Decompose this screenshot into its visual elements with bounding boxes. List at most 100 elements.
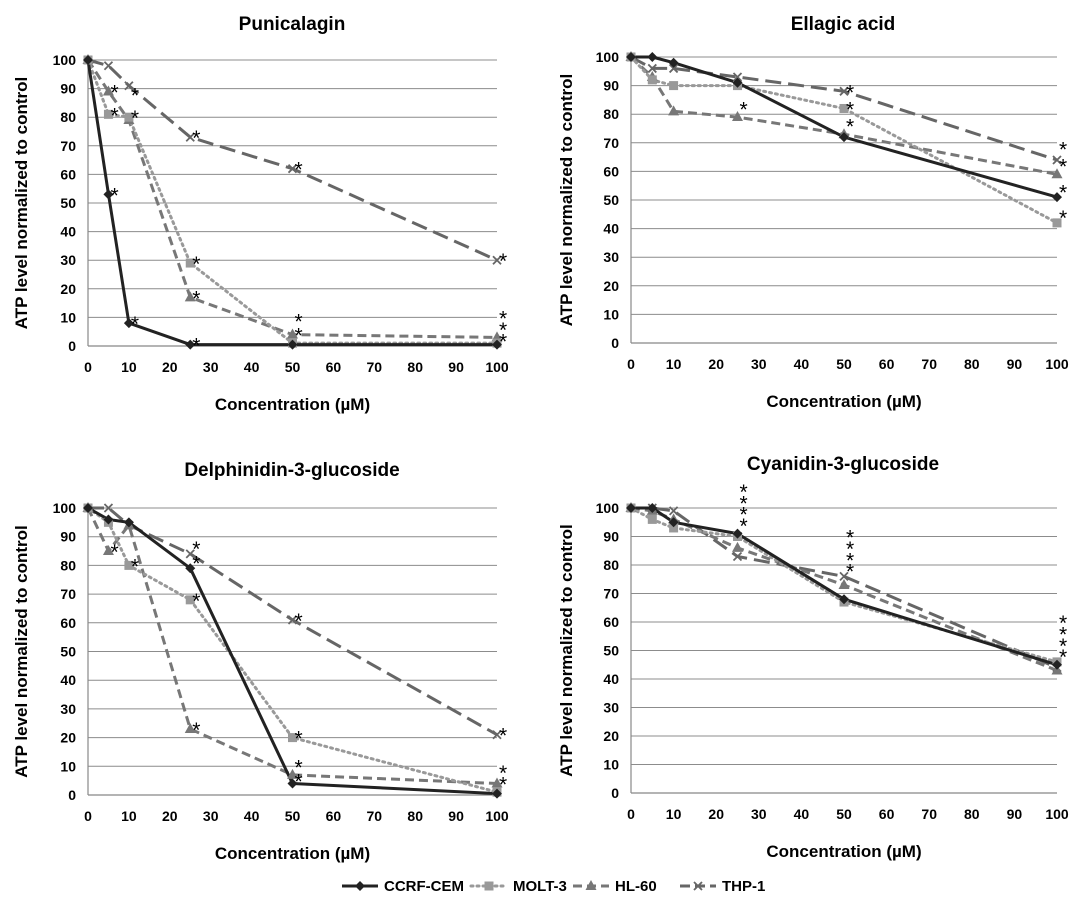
x-tick-label: 10 [666,356,682,372]
x-tick-label: 90 [1007,806,1023,822]
data-point-ccrf-cem [492,339,502,350]
significance-marker: * [1059,207,1067,230]
data-point-ccrf-cem [123,318,134,329]
legend: CCRF-CEM MOLT-3 HL-60 THP-1 [342,878,765,895]
data-point-thp-1 [103,503,114,513]
y-tick-label: 70 [60,138,76,154]
data-point-ccrf-cem [647,503,658,513]
y-tick-label: 60 [603,614,619,630]
significance-marker: * [1059,156,1067,179]
x-tick-label: 50 [285,808,301,824]
x-tick-label: 70 [921,356,937,372]
y-tick-label: 50 [603,643,619,659]
data-point-ccrf-cem [83,55,93,65]
legend-label: HL-60 [615,878,657,895]
y-tick-label: 80 [60,557,76,573]
x-tick-label: 90 [448,359,464,375]
significance-marker: * [499,307,507,330]
significance-marker: * [192,335,200,358]
y-tick-label: 20 [603,728,619,744]
x-tick-label: 60 [879,806,895,822]
significance-marker: * [192,590,200,613]
y-tick-label: 50 [60,195,76,211]
data-point-hl-60 [1051,168,1063,179]
x-tick-label: 80 [407,808,423,824]
x-tick-label: 40 [794,806,810,822]
y-tick-label: 0 [68,338,76,354]
legend-marker-triangle [585,880,597,890]
legend-label: THP-1 [722,878,765,895]
legend-item-molt-3: MOLT-3 [469,878,567,895]
chart-title: Ellagic acid [791,14,896,35]
data-point-hl-60 [732,111,743,122]
series-line-hl-60 [86,59,498,339]
series-line-thp-1 [88,506,498,737]
data-point-thp-1 [668,63,679,74]
x-tick-label: 40 [794,356,810,372]
significance-marker: * [1059,635,1067,658]
series-line-molt-3 [86,506,499,794]
significance-marker: * [110,184,118,207]
x-tick-label: 10 [666,806,682,822]
y-tick-label: 50 [60,644,76,660]
y-tick-label: 0 [611,335,619,351]
y-tick-label: 60 [60,615,76,631]
significance-marker: * [110,81,118,104]
data-point-ccrf-cem [626,503,636,513]
significance-marker: * [846,538,854,561]
y-tick-label: 10 [60,309,76,325]
significance-marker: * [846,561,854,584]
y-axis-label: ATP level normalized to control [557,74,576,327]
data-point-hl-60 [732,541,743,552]
x-tick-label: 70 [367,808,383,824]
y-tick-label: 40 [60,224,76,240]
y-axis-label: ATP level normalized to control [12,525,31,778]
y-tick-label: 70 [60,586,76,602]
series-line-hl-60 [629,55,1058,176]
x-axis-label: Concentration (µM) [766,392,921,411]
significance-marker: * [740,504,748,527]
legend-item-ccrf-cem: CCRF-CEM [342,878,464,895]
significance-marker: * [295,610,303,633]
y-tick-label: 90 [603,78,619,94]
data-point-thp-1 [732,72,743,82]
x-tick-label: 60 [326,359,342,375]
x-axis-label: Concentration (µM) [215,844,370,863]
y-tick-label: 100 [53,500,77,516]
data-point-ccrf-cem [287,778,298,789]
x-tick-label: 0 [627,806,635,822]
data-point-ccrf-cem [668,57,679,68]
data-point-thp-1 [103,61,114,71]
x-tick-label: 100 [485,808,509,824]
data-point-molt-3 [1052,218,1062,228]
series-line-thp-1 [87,58,498,262]
significance-marker: * [192,253,200,276]
significance-marker: * [131,555,139,578]
y-tick-label: 90 [603,529,619,545]
x-tick-label: 100 [1045,356,1069,372]
x-tick-label: 80 [407,359,423,375]
significance-marker: * [846,116,854,139]
y-tick-label: 10 [60,758,76,774]
y-tick-label: 90 [60,81,76,97]
data-point-thp-1 [287,164,298,174]
legend-item-hl-60: HL-60 [573,878,657,895]
significance-marker: * [499,330,507,353]
data-point-molt-3 [839,103,849,113]
y-tick-label: 20 [60,281,76,297]
x-tick-label: 40 [244,808,260,824]
y-tick-label: 30 [60,701,76,717]
y-tick-label: 100 [53,52,77,68]
data-point-thp-1 [732,551,743,562]
data-point-molt-3 [669,81,679,91]
significance-marker: * [1059,181,1067,204]
x-tick-label: 50 [285,359,301,375]
data-point-ccrf-cem [185,339,196,350]
data-point-molt-3 [647,514,657,524]
data-point-ccrf-cem [626,52,636,62]
x-axis-label: Concentration (µM) [215,395,370,414]
data-point-ccrf-cem [1052,659,1062,670]
significance-marker: * [110,104,118,127]
